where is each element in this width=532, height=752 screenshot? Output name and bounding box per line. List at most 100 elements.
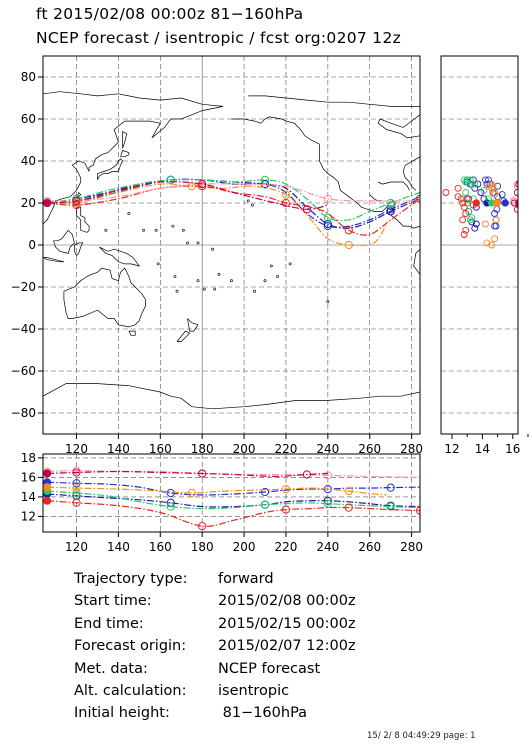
- height-lon-label: 160: [149, 540, 172, 554]
- side-marker: [472, 220, 480, 228]
- island: [230, 279, 233, 283]
- island: [196, 241, 200, 245]
- height-y-label: 16: [21, 470, 36, 484]
- coastline: [377, 181, 391, 185]
- island: [276, 275, 279, 278]
- height-lon-label: 220: [275, 540, 298, 554]
- coastline: [390, 181, 410, 191]
- title-line-2: NCEP forecast / isentropic / fcst org:02…: [36, 29, 402, 47]
- island: [288, 262, 292, 266]
- map-lon-label: 260: [358, 442, 381, 456]
- coastline: [369, 194, 383, 202]
- trajectory-marker: [281, 190, 291, 199]
- height-marker: [72, 468, 81, 477]
- map-lat-label: −60: [11, 364, 36, 378]
- height-lon-label: 280: [400, 540, 423, 554]
- height-marker: [72, 488, 81, 498]
- height-line: [47, 470, 328, 478]
- info-label: Start time:: [74, 593, 152, 610]
- map-lon-label: 240: [316, 442, 339, 456]
- side-marker: [513, 205, 518, 213]
- coastline: [176, 330, 191, 342]
- island: [326, 300, 330, 304]
- side-marker: [463, 176, 471, 184]
- island: [142, 228, 145, 232]
- side-marker: [520, 198, 526, 204]
- side-marker: [465, 195, 473, 203]
- side-marker: [466, 216, 474, 224]
- coastline: [43, 383, 420, 410]
- page-footer: 15/ 2/ 8 04:49:29 page: 1: [367, 731, 476, 741]
- map-lat-label: −80: [11, 406, 36, 420]
- info-row: Trajectory type: forward: [74, 568, 356, 590]
- start-point: [43, 199, 52, 207]
- island: [196, 279, 200, 283]
- island: [213, 287, 217, 291]
- height-marker: [166, 488, 175, 498]
- trajectory-info: Trajectory type: forward Start time: 2015/…: [74, 568, 356, 725]
- island: [263, 279, 267, 283]
- side-marker: [468, 180, 476, 188]
- coastline: [74, 242, 84, 257]
- height-marker: [72, 479, 81, 488]
- side-marker: [483, 180, 491, 188]
- height-marker: [166, 502, 175, 511]
- side-panel-markers: [442, 176, 526, 249]
- info-label: Alt. calculation:: [74, 683, 187, 700]
- height-start-point: [43, 483, 52, 492]
- height-y-label: 18: [21, 451, 36, 465]
- island: [127, 212, 131, 215]
- side-marker: [471, 180, 479, 188]
- coastline: [231, 116, 420, 229]
- trajectory-line: [47, 183, 388, 247]
- map-lon-label: 200: [233, 442, 256, 456]
- side-marker: [462, 210, 470, 217]
- trajectory-line: [47, 178, 420, 228]
- island: [173, 275, 177, 278]
- panel-frame: [42, 453, 421, 533]
- height-start-point: [43, 496, 52, 505]
- side-marker: [515, 180, 518, 188]
- panel-frame: [440, 55, 519, 435]
- panel-frame: [42, 55, 421, 435]
- side-marker: [516, 179, 518, 185]
- height-marker: [281, 505, 291, 514]
- side-marker: [481, 176, 489, 184]
- trajectory-marker: [72, 196, 81, 205]
- side-x-label: 14: [475, 442, 490, 456]
- height-lon-label: 200: [233, 540, 256, 554]
- side-marker: [462, 189, 470, 196]
- info-value: 2015/02/15 00:00z: [218, 615, 356, 632]
- side-marker: [483, 239, 491, 247]
- side-marker: [519, 185, 525, 191]
- side-start-point: [494, 199, 502, 207]
- coastline: [128, 330, 136, 336]
- island: [171, 224, 175, 228]
- map-lon-label: 140: [107, 442, 130, 456]
- info-value: 2015/02/08 00:00z: [218, 593, 356, 610]
- side-marker: [466, 176, 474, 184]
- side-marker: [498, 191, 506, 199]
- island: [154, 228, 158, 232]
- trajectory-line: [47, 178, 420, 229]
- side-marker: [488, 184, 495, 192]
- info-value: isentropic: [218, 683, 290, 700]
- height-lon-label: 260: [358, 540, 381, 554]
- trajectory-marker: [323, 219, 332, 229]
- height-marker: [323, 499, 332, 508]
- side-start-point: [515, 199, 518, 207]
- info-label: Met. data:: [74, 660, 148, 677]
- trajectory-marker: [302, 205, 311, 214]
- height-marker: [386, 483, 395, 492]
- map-lon-label: 180: [191, 442, 214, 456]
- trajectory-line: [47, 183, 420, 202]
- trajectory-marker: [198, 180, 207, 189]
- map-lat-label: −40: [11, 322, 36, 336]
- info-row: Initial height: 81−160hPa: [74, 702, 356, 724]
- side-marker: [513, 189, 518, 196]
- side-marker: [471, 224, 479, 232]
- island: [104, 228, 108, 232]
- height-marker: [72, 498, 81, 507]
